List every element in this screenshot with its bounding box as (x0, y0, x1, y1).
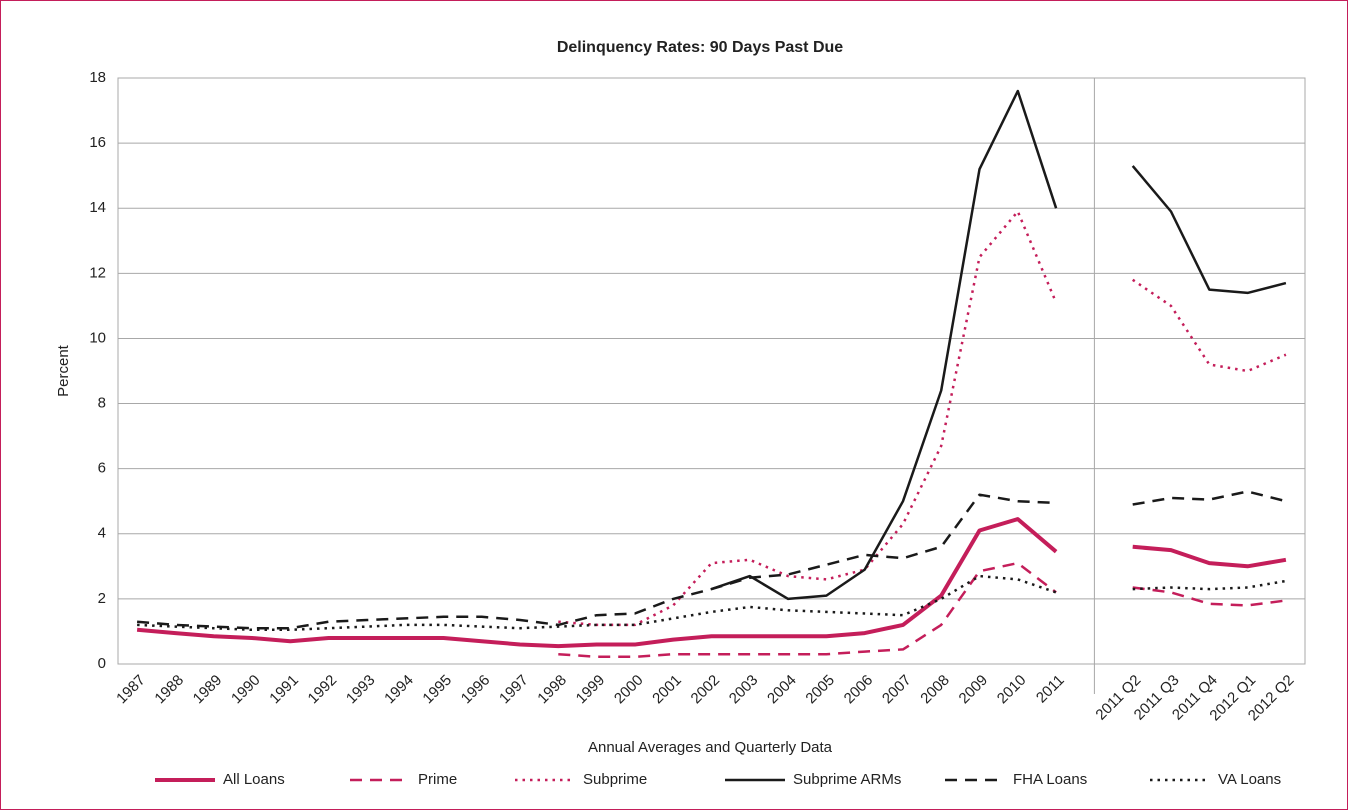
x-tick-label: 2002 (688, 672, 724, 708)
x-tick-label: 1995 (419, 672, 455, 708)
x-tick-label: 2003 (726, 672, 762, 708)
x-tick-label: 2006 (841, 672, 877, 708)
legend-label: Subprime (583, 771, 647, 788)
x-tick-label: 1994 (381, 672, 417, 708)
y-tick-label: 12 (89, 264, 106, 281)
y-tick-label: 2 (98, 590, 106, 607)
x-tick-label: 1991 (266, 672, 302, 708)
legend-label: VA Loans (1218, 771, 1281, 788)
x-axis-title: Annual Averages and Quarterly Data (588, 739, 833, 756)
legend-label: Prime (418, 771, 457, 788)
legend-label: FHA Loans (1013, 771, 1087, 788)
y-axis-title: Percent (55, 344, 72, 397)
x-tick-label: 1993 (343, 672, 379, 708)
x-tick-label: 2001 (649, 672, 685, 708)
x-tick-label: 1992 (305, 672, 341, 708)
x-tick-label: 1989 (190, 672, 226, 708)
series-line (136, 490, 1287, 630)
x-tick-label: 2004 (764, 672, 800, 708)
series-line (558, 561, 1287, 659)
x-tick-label: 1998 (534, 672, 570, 708)
y-tick-label: 8 (98, 395, 106, 412)
series-line (711, 89, 1287, 601)
plot-frame (117, 77, 1306, 665)
y-tick-label: 14 (89, 199, 106, 216)
y-tick-label: 16 (89, 134, 106, 151)
series-line (558, 210, 1287, 627)
x-tick-label: 2000 (611, 672, 647, 708)
x-tick-label: 1997 (496, 672, 532, 708)
x-tick-label: 1987 (113, 672, 149, 708)
x-tick-label: 2005 (802, 672, 838, 708)
x-tick-label: 1999 (573, 672, 609, 708)
x-tick-label: 1988 (151, 672, 187, 708)
x-tick-label: 2009 (956, 672, 992, 708)
y-tick-label: 18 (89, 69, 106, 86)
x-tick-label: 2011 (1033, 672, 1068, 707)
x-tick-label: 1996 (458, 672, 494, 708)
x-tick-label: 2008 (917, 672, 953, 708)
x-tick-label: 2010 (994, 672, 1030, 708)
x-tick-label: 1990 (228, 672, 264, 708)
y-tick-label: 10 (89, 329, 106, 346)
x-tick-label: 2007 (879, 672, 915, 708)
chart-title: Delinquency Rates: 90 Days Past Due (557, 39, 843, 56)
series-line (137, 574, 1287, 632)
y-tick-label: 6 (98, 460, 106, 477)
legend-label: Subprime ARMs (793, 771, 901, 788)
y-tick-label: 4 (98, 525, 106, 542)
series-line (136, 517, 1287, 649)
legend-label: All Loans (223, 771, 285, 788)
y-tick-label: 0 (98, 655, 106, 672)
